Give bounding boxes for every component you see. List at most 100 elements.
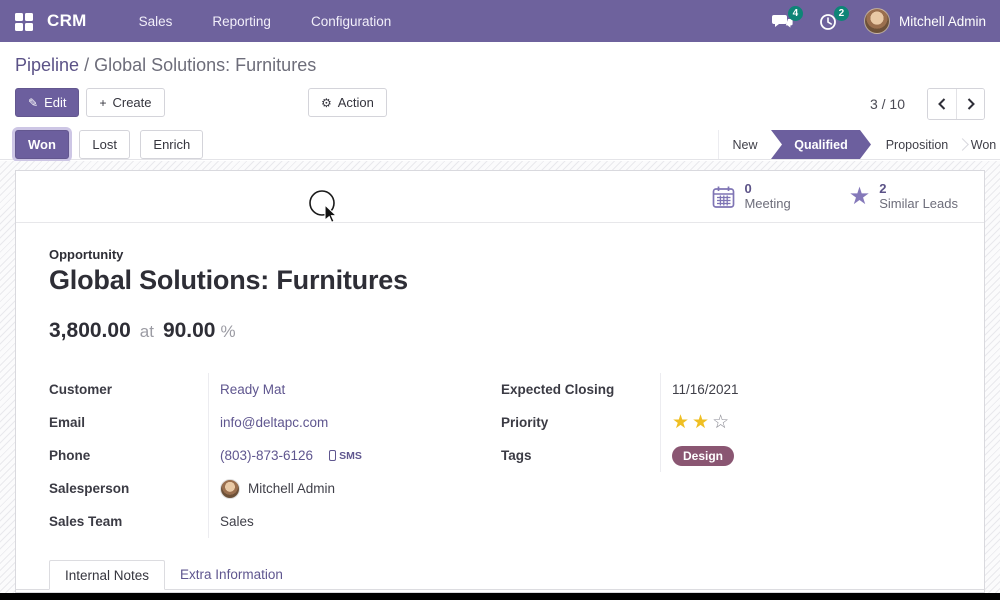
edit-button[interactable]: ✎ Edit bbox=[15, 88, 80, 117]
pager-buttons bbox=[927, 88, 985, 120]
gear-icon: ⚙ bbox=[321, 95, 332, 110]
user-avatar[interactable] bbox=[863, 8, 890, 34]
won-button[interactable]: Won bbox=[15, 130, 69, 159]
chevron-left-icon bbox=[938, 98, 946, 110]
meetings-stat-button[interactable]: 0 Meeting bbox=[712, 180, 791, 212]
pager-previous-button[interactable] bbox=[928, 89, 956, 119]
expected-revenue-value: 3,800.00 bbox=[49, 319, 131, 342]
priority-label: Priority bbox=[501, 415, 549, 430]
chat-bubbles-icon bbox=[771, 15, 793, 28]
sheet-body: Opportunity Global Solutions: Furnitures… bbox=[16, 223, 984, 590]
phone-label: Phone bbox=[49, 448, 91, 463]
phone-link[interactable]: (803)-873-6126 bbox=[220, 448, 314, 463]
field-row-customer: Customer Ready Mat bbox=[49, 373, 501, 406]
tab-extra-information[interactable]: Extra Information bbox=[180, 567, 283, 582]
field-row-email: Email info@deltapc.com bbox=[49, 406, 501, 439]
opportunity-title: Global Solutions: Furnitures bbox=[49, 265, 408, 295]
salesperson-label: Salesperson bbox=[49, 481, 130, 496]
stage-statusbar: New Qualified Proposition Won bbox=[718, 130, 1000, 159]
apps-menu-icon[interactable] bbox=[15, 12, 33, 31]
customer-link[interactable]: Ready Mat bbox=[220, 382, 286, 397]
pager: 3 / 10 bbox=[870, 88, 985, 120]
stage-won[interactable]: Won bbox=[967, 130, 1000, 159]
star-filled-icon[interactable]: ★ bbox=[672, 412, 693, 433]
salesperson-avatar bbox=[220, 478, 240, 499]
tag-design[interactable]: Design bbox=[672, 445, 735, 466]
breadcrumb-pipeline-link[interactable]: Pipeline bbox=[15, 55, 80, 75]
menu-sales[interactable]: Sales bbox=[138, 13, 173, 29]
sales-team-label: Sales Team bbox=[49, 514, 123, 529]
similar-leads-stat-button[interactable]: ★ 2 Similar Leads bbox=[848, 180, 958, 212]
app-name[interactable]: CRM bbox=[47, 11, 87, 30]
menu-configuration[interactable]: Configuration bbox=[310, 13, 392, 29]
field-row-salesperson: Salesperson Mitchell Admin bbox=[49, 472, 501, 505]
breadcrumb-current: Global Solutions: Furnitures bbox=[94, 55, 317, 75]
priority-stars: ★ ★ ☆ bbox=[660, 406, 951, 439]
similar-leads-label: Similar Leads bbox=[879, 195, 958, 211]
similar-leads-stat-text: 2 Similar Leads bbox=[879, 180, 958, 212]
field-row-phone: Phone (803)-873-6126 SMS bbox=[49, 439, 501, 472]
sms-label: SMS bbox=[339, 449, 362, 462]
star-filled-icon[interactable]: ★ bbox=[692, 412, 713, 433]
menu-reporting[interactable]: Reporting bbox=[212, 13, 271, 29]
messages-badge: 4 bbox=[787, 6, 803, 21]
edit-button-label: Edit bbox=[44, 95, 67, 110]
sms-button[interactable]: SMS bbox=[329, 450, 362, 462]
expected-revenue-row: 3,800.00 at 90.00 % bbox=[49, 319, 951, 343]
meetings-label: Meeting bbox=[744, 195, 791, 211]
create-button-label: Create bbox=[112, 95, 152, 110]
expected-closing-label: Expected Closing bbox=[501, 382, 615, 397]
top-navbar: CRM Sales Reporting Configuration 4 bbox=[0, 0, 1000, 42]
mobile-phone-icon bbox=[329, 450, 337, 461]
window-bottom-edge bbox=[0, 593, 1000, 600]
navbar-left: CRM Sales Reporting Configuration bbox=[0, 0, 411, 42]
stage-qualified[interactable]: Qualified bbox=[771, 130, 871, 159]
calendar-icon bbox=[713, 186, 735, 208]
notebook-tabs: Internal Notes Extra Information bbox=[16, 560, 984, 590]
create-button[interactable]: + Create bbox=[86, 88, 165, 117]
stat-button-bar: 0 Meeting ★ 2 Similar Leads bbox=[16, 171, 984, 223]
star-icon: ★ bbox=[848, 182, 871, 210]
activity-clock-icon bbox=[820, 14, 836, 30]
field-column-right: Expected Closing 11/16/2021 Priority ★ ★… bbox=[501, 373, 951, 538]
pencil-icon: ✎ bbox=[28, 95, 39, 110]
email-label: Email bbox=[49, 415, 86, 430]
customer-label: Customer bbox=[49, 382, 113, 397]
stage-proposition[interactable]: Proposition bbox=[871, 130, 963, 159]
messages-icon[interactable]: 4 bbox=[771, 6, 803, 31]
pager-next-button[interactable] bbox=[956, 89, 984, 119]
lost-button[interactable]: Lost bbox=[79, 130, 130, 159]
at-word: at bbox=[139, 322, 154, 341]
activities-icon[interactable]: 2 bbox=[818, 6, 849, 31]
user-menu[interactable]: Mitchell Admin bbox=[898, 13, 986, 29]
breadcrumb: Pipeline / Global Solutions: Furnitures bbox=[15, 55, 316, 76]
email-link[interactable]: info@deltapc.com bbox=[220, 415, 329, 430]
field-row-tags: Tags Design bbox=[501, 439, 951, 472]
percent-sign: % bbox=[220, 322, 236, 341]
navbar-right: 4 2 Mitchell Admin bbox=[771, 6, 986, 34]
plus-icon: + bbox=[99, 95, 107, 110]
status-row: Won Lost Enrich New Qualified Propositio… bbox=[15, 130, 1000, 159]
field-grid: Customer Ready Mat Email info@deltapc.co… bbox=[49, 373, 951, 538]
activities-badge: 2 bbox=[833, 6, 849, 21]
star-empty-icon[interactable]: ☆ bbox=[712, 412, 730, 433]
enrich-button[interactable]: Enrich bbox=[140, 130, 204, 159]
expected-closing-value[interactable]: 11/16/2021 bbox=[672, 382, 739, 397]
sales-team-value[interactable]: Sales bbox=[220, 514, 254, 529]
action-button[interactable]: ⚙ Action bbox=[308, 88, 387, 117]
pager-value: 3 / 10 bbox=[869, 96, 905, 112]
control-panel: Pipeline / Global Solutions: Furnitures … bbox=[0, 42, 1000, 160]
form-view-background: 0 Meeting ★ 2 Similar Leads Opportunity … bbox=[0, 161, 1000, 600]
probability-value: 90.00 bbox=[162, 319, 216, 342]
tab-internal-notes[interactable]: Internal Notes bbox=[49, 560, 166, 590]
field-row-priority: Priority ★ ★ ☆ bbox=[501, 406, 951, 439]
similar-leads-count: 2 bbox=[879, 180, 887, 196]
meetings-count: 0 bbox=[744, 180, 752, 196]
form-sheet: 0 Meeting ★ 2 Similar Leads Opportunity … bbox=[15, 170, 985, 593]
salesperson-value[interactable]: Mitchell Admin bbox=[248, 481, 336, 496]
stage-new[interactable]: New bbox=[719, 130, 771, 159]
form-buttons: ✎ Edit + Create ⚙ Action bbox=[15, 88, 387, 117]
field-column-left: Customer Ready Mat Email info@deltapc.co… bbox=[49, 373, 501, 538]
meetings-stat-text: 0 Meeting bbox=[744, 180, 791, 212]
action-button-label: Action bbox=[337, 95, 374, 110]
